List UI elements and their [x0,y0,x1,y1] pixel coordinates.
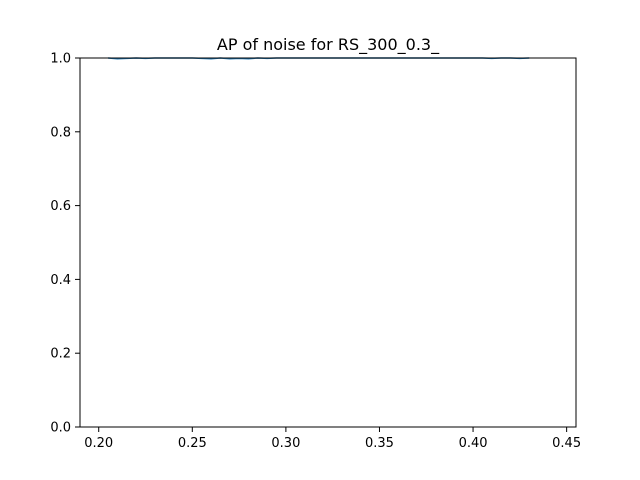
y-tick-label: 0.4 [50,273,71,288]
x-tick-label: 0.25 [178,436,207,451]
x-tick-label: 0.45 [552,436,581,451]
y-tick-label: 0.6 [50,199,71,214]
plot-frame [79,57,577,428]
axes-layer: 0.20 0.25 0.30 0.35 0.40 0.45 0.0 0.2 0.4 0.6 0.8 1… [50,52,581,452]
y-tick-label: 0.8 [50,125,71,140]
y-tick-label: 0.2 [50,347,71,362]
x-tick-label: 0.35 [365,436,394,451]
y-tick-label: 1.0 [50,52,71,67]
x-tick-label: 0.30 [271,436,300,451]
chart-title: AP of noise for RS_300_0.3_ [217,35,440,55]
x-tick-label: 0.20 [84,436,113,451]
y-tick-label: 0.0 [50,421,71,436]
x-tick-label: 0.40 [459,436,488,451]
